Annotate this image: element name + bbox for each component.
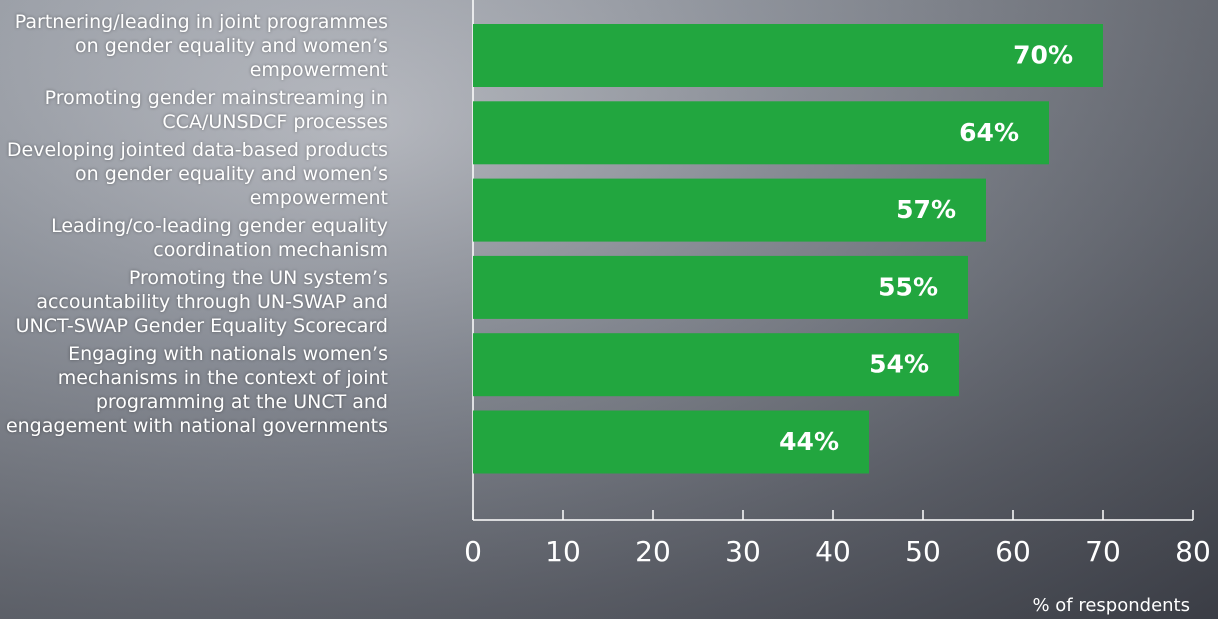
x-tick-label: 40	[815, 535, 851, 568]
x-tick-label: 70	[1085, 535, 1121, 568]
category-label: Engaging with nationals women’s mechanis…	[5, 343, 388, 437]
category-label: Developing jointed data-based products o…	[6, 139, 388, 209]
bar	[473, 24, 1103, 87]
x-tick-label: 60	[995, 535, 1031, 568]
x-tick-label: 80	[1175, 535, 1211, 568]
value-label: 64%	[959, 118, 1019, 147]
x-axis-label: % of respondents	[1032, 595, 1190, 616]
category-labels: Partnering/leading in joint programmes o…	[0, 10, 388, 438]
x-tick-label: 20	[635, 535, 671, 568]
bar	[473, 101, 1049, 165]
x-tick-label: 50	[905, 535, 941, 568]
bar	[473, 333, 959, 397]
value-label: 55%	[878, 272, 938, 301]
value-label: 57%	[896, 195, 956, 224]
x-tick-label: 0	[464, 535, 482, 568]
value-label: 44%	[779, 427, 839, 456]
bar	[473, 255, 968, 319]
x-tick-label: 30	[725, 535, 761, 568]
category-label: Promoting gender mainstreaming in CCA/UN…	[44, 87, 388, 133]
bar	[473, 410, 869, 474]
value-label: 54%	[869, 350, 929, 379]
value-label: 70%	[1013, 41, 1073, 70]
category-label: Promoting the UN system’s accountability…	[15, 267, 388, 337]
x-tick-label: 10	[545, 535, 581, 568]
category-label: Leading/co-leading gender equality coord…	[51, 215, 388, 261]
category-label: Partnering/leading in joint programmes o…	[14, 11, 388, 81]
bar	[473, 178, 986, 242]
